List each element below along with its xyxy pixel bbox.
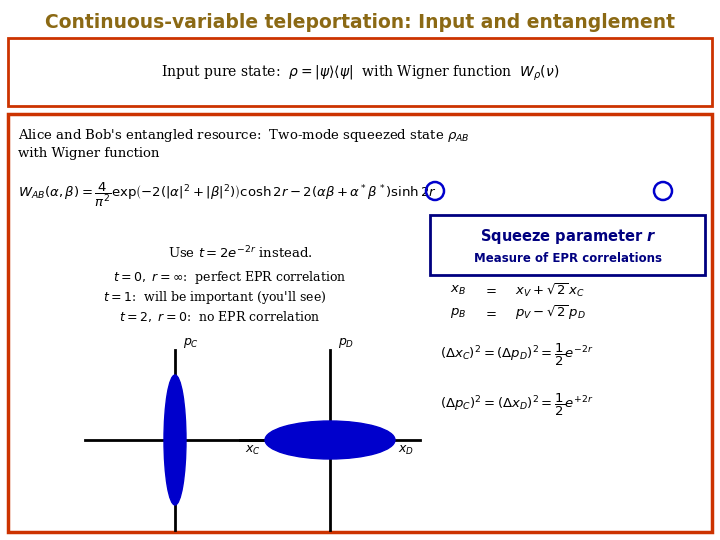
Text: $x_C$: $x_C$ [245, 443, 261, 456]
Text: Input pure state:  $\rho = |\psi\rangle\langle\psi|$  with Wigner function  $W_\: Input pure state: $\rho = |\psi\rangle\l… [161, 63, 559, 83]
Text: $(\Delta x_C)^2 = (\Delta p_D)^2 = \dfrac{1}{2}e^{-2r}$: $(\Delta x_C)^2 = (\Delta p_D)^2 = \dfra… [440, 342, 593, 368]
Text: $p_C$: $p_C$ [183, 336, 199, 350]
Ellipse shape [265, 421, 395, 459]
Text: $t=1$:  will be important (you'll see): $t=1$: will be important (you'll see) [104, 288, 327, 306]
Text: Alice and Bob's entangled resource:  Two-mode squeezed state $\rho_{AB}$: Alice and Bob's entangled resource: Two-… [18, 127, 469, 145]
Text: $t=2,\ r=0$:  no EPR correlation: $t=2,\ r=0$: no EPR correlation [120, 309, 320, 325]
Text: Squeeze parameter $\bfit{r}$: Squeeze parameter $\bfit{r}$ [480, 227, 656, 246]
Text: $x_B$: $x_B$ [450, 284, 466, 296]
Text: $(\Delta p_C)^2 = (\Delta x_D)^2 = \dfrac{1}{2}e^{+2r}$: $(\Delta p_C)^2 = (\Delta x_D)^2 = \dfra… [440, 392, 593, 418]
Text: $x_V + \sqrt{2}\,x_C$: $x_V + \sqrt{2}\,x_C$ [515, 281, 585, 299]
FancyBboxPatch shape [430, 215, 705, 275]
Text: $p_V - \sqrt{2}\,p_D$: $p_V - \sqrt{2}\,p_D$ [515, 303, 586, 322]
Ellipse shape [164, 375, 186, 505]
Text: $=$: $=$ [483, 307, 497, 320]
Text: $=$: $=$ [483, 284, 497, 296]
FancyBboxPatch shape [8, 114, 712, 532]
Text: $W_{AB}(\alpha,\beta) = \dfrac{4}{\pi^2}\exp\!\left(-2(|\alpha|^2+|\beta|^2)\rig: $W_{AB}(\alpha,\beta) = \dfrac{4}{\pi^2}… [18, 181, 437, 209]
Text: Continuous-variable teleportation: Input and entanglement: Continuous-variable teleportation: Input… [45, 12, 675, 31]
FancyBboxPatch shape [8, 38, 712, 106]
Text: Use $t = 2e^{-2r}$ instead.: Use $t = 2e^{-2r}$ instead. [168, 245, 312, 261]
Text: with Wigner function: with Wigner function [18, 147, 159, 160]
Text: $t=0,\ r=\infty$:  perfect EPR correlation: $t=0,\ r=\infty$: perfect EPR correlatio… [113, 268, 347, 286]
Text: $x_D$: $x_D$ [398, 443, 414, 456]
Text: Measure of EPR correlations: Measure of EPR correlations [474, 252, 662, 265]
Text: $p_B$: $p_B$ [450, 306, 467, 320]
Text: $p_D$: $p_D$ [338, 336, 354, 350]
